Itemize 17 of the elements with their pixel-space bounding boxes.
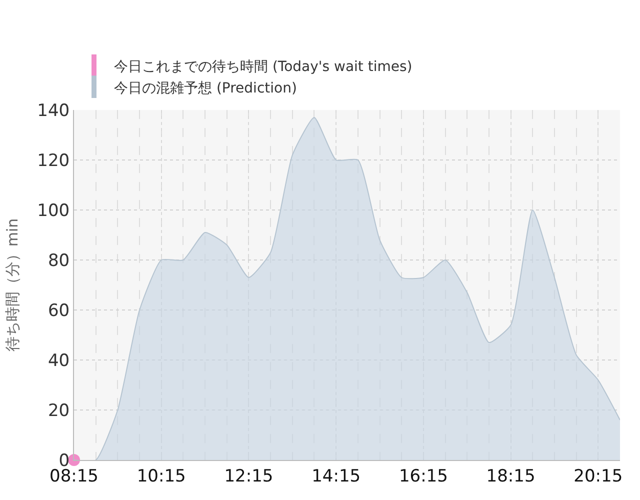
x-tick-label: 20:15 xyxy=(574,466,623,486)
x-tick-label: 12:15 xyxy=(224,466,274,486)
y-tick-label: 60 xyxy=(48,300,70,321)
x-tick-label: 08:15 xyxy=(50,466,98,486)
legend-label: 今日これまでの待ち時間 (Today's wait times) xyxy=(114,59,412,76)
x-tick-label: 18:15 xyxy=(486,466,536,486)
y-axis-title: 待ち時間（分）min xyxy=(3,218,22,352)
x-tick-label: 16:15 xyxy=(398,466,448,486)
legend-label: 今日の混雑予想 (Prediction) xyxy=(114,80,297,96)
x-tick-label: 14:15 xyxy=(312,466,361,486)
y-tick-label: 120 xyxy=(37,150,70,171)
y-tick-label: 20 xyxy=(48,400,70,421)
y-tick-label: 140 xyxy=(37,100,70,121)
x-tick-label: 10:15 xyxy=(136,466,186,486)
y-tick-label: 80 xyxy=(48,250,70,271)
y-tick-label: 40 xyxy=(48,350,70,371)
y-tick-label: 100 xyxy=(37,200,70,221)
